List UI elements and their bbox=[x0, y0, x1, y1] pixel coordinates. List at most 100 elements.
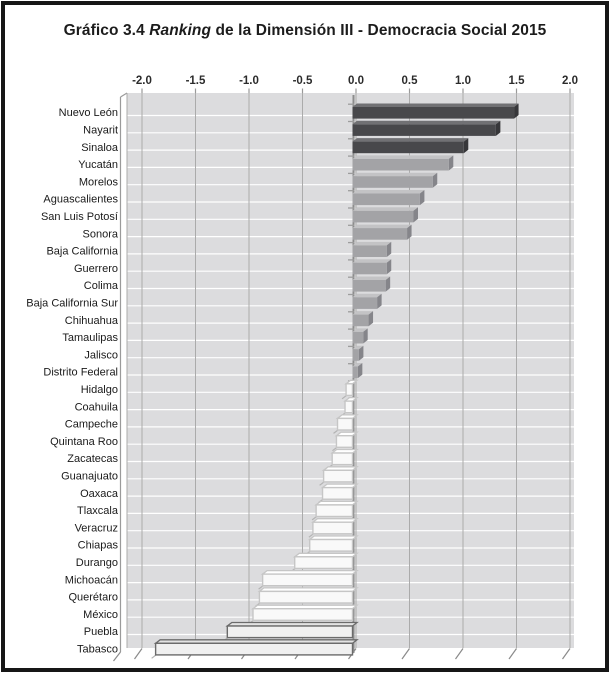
bar-front-face bbox=[252, 608, 354, 622]
bar-front-face bbox=[309, 538, 354, 552]
bar-top-face bbox=[352, 328, 368, 332]
bar-end-cap bbox=[386, 259, 392, 275]
bar-front-face bbox=[352, 314, 369, 327]
category-label: Chiapas bbox=[78, 540, 119, 552]
bar-front-face bbox=[336, 417, 354, 431]
x-tick-label: 1.0 bbox=[455, 75, 471, 87]
bar-top-face bbox=[352, 103, 519, 107]
category-label: Nuevo León bbox=[59, 107, 118, 119]
bar-top-face bbox=[352, 207, 418, 211]
bar bbox=[352, 363, 363, 379]
bar bbox=[222, 621, 359, 642]
category-label: Distrito Federal bbox=[43, 367, 118, 379]
x-tick-label: 1.5 bbox=[509, 75, 526, 87]
bar-top-face bbox=[352, 276, 391, 280]
bar-top-face bbox=[352, 190, 425, 194]
x-tick-label: -1.5 bbox=[186, 75, 206, 87]
bar bbox=[352, 155, 454, 171]
bar-front-face bbox=[154, 642, 354, 656]
bar bbox=[290, 552, 359, 573]
category-label: Querétaro bbox=[68, 592, 118, 604]
bar-front-face bbox=[352, 210, 414, 223]
bar bbox=[151, 639, 359, 659]
bar bbox=[255, 587, 359, 607]
bar-end-cap bbox=[407, 224, 412, 240]
bar-front-face bbox=[352, 331, 364, 344]
bar bbox=[318, 483, 359, 504]
bar-front-face bbox=[352, 262, 387, 275]
bar bbox=[352, 345, 364, 361]
wall-top-slant bbox=[120, 92, 128, 98]
category-label: Puebla bbox=[84, 626, 119, 638]
bar-front-face bbox=[294, 556, 354, 570]
bar-top-face bbox=[352, 311, 374, 315]
bar-top-face bbox=[352, 172, 438, 177]
bar bbox=[341, 379, 359, 400]
bar-end-cap bbox=[368, 311, 374, 327]
bar-front-face bbox=[352, 107, 515, 119]
bar-front-face bbox=[352, 297, 378, 309]
bar-end-cap bbox=[448, 155, 454, 171]
category-label: Hidalgo bbox=[81, 384, 118, 396]
bar-front-face bbox=[352, 349, 359, 361]
axis-tick-bottom bbox=[508, 648, 517, 660]
bar bbox=[305, 535, 359, 555]
x-tick-label: 0.0 bbox=[348, 75, 364, 87]
category-label: Guanajuato bbox=[61, 471, 118, 483]
bar-front-face bbox=[352, 158, 449, 171]
axis-tick-bottom bbox=[134, 648, 143, 660]
x-tick-label: -2.0 bbox=[132, 75, 152, 87]
bar-front-face bbox=[321, 486, 354, 500]
bar-top-face bbox=[352, 120, 501, 125]
bar-front-face bbox=[331, 452, 354, 466]
bar-end-cap bbox=[363, 328, 368, 344]
bar bbox=[352, 207, 418, 223]
bar bbox=[352, 293, 382, 309]
category-label: Oaxaca bbox=[80, 488, 119, 500]
bar bbox=[352, 259, 392, 275]
category-label: Nayarit bbox=[83, 125, 118, 137]
bar-front-face bbox=[345, 383, 354, 397]
bar-front-face bbox=[322, 469, 354, 483]
category-label: Chihuahua bbox=[65, 315, 119, 327]
x-tick-label: -1.0 bbox=[239, 75, 259, 87]
x-tick-label: 0.5 bbox=[402, 75, 419, 87]
bar-top-face bbox=[352, 293, 382, 298]
bar-end-cap bbox=[358, 345, 364, 361]
bar-top-face bbox=[352, 259, 392, 263]
axis-tick-bottom bbox=[455, 648, 464, 660]
bar-end-cap bbox=[357, 363, 363, 379]
chart-title: Gráfico 3.4 Ranking de la Dimensión III … bbox=[0, 22, 610, 40]
bar-front-face bbox=[352, 228, 408, 240]
bar-top-face bbox=[352, 138, 469, 142]
bar-front-face bbox=[352, 245, 387, 257]
axis-tick-bottom bbox=[401, 648, 410, 660]
bar-front-face bbox=[352, 193, 420, 206]
bar-front-face bbox=[315, 504, 354, 518]
bar bbox=[311, 500, 359, 521]
bar-front-face bbox=[258, 590, 354, 604]
category-label: México bbox=[83, 609, 118, 621]
bar bbox=[333, 414, 359, 434]
bar-front-face bbox=[335, 435, 354, 449]
bar-end-cap bbox=[377, 293, 382, 309]
category-label: Coahuila bbox=[75, 401, 119, 413]
bar bbox=[258, 569, 359, 590]
bar-top-face bbox=[352, 155, 454, 159]
bar-end-cap bbox=[514, 103, 519, 119]
bar-top-face bbox=[352, 224, 412, 229]
bar-front-face bbox=[312, 521, 354, 535]
bar-end-cap bbox=[463, 138, 469, 154]
category-label: Sinaloa bbox=[81, 142, 119, 154]
category-label: Durango bbox=[76, 557, 118, 569]
bar bbox=[308, 518, 359, 538]
bar-end-cap bbox=[385, 276, 391, 292]
category-label: Morelos bbox=[79, 176, 119, 188]
category-label: Baja California Sur bbox=[26, 298, 118, 310]
bar-front-face bbox=[344, 400, 354, 414]
bar bbox=[332, 431, 359, 452]
bar-front-face bbox=[352, 141, 464, 154]
bar bbox=[352, 276, 391, 292]
bar-end-cap bbox=[413, 207, 418, 223]
